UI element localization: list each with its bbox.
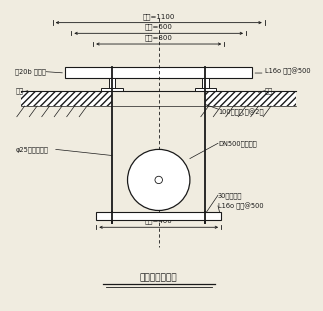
Bar: [65, 67, 252, 78]
Text: DN500毫米钢管: DN500毫米钢管: [218, 140, 256, 146]
Bar: [109, 78, 115, 88]
Bar: [22, 91, 112, 106]
Circle shape: [155, 176, 162, 183]
Circle shape: [128, 149, 190, 211]
Bar: [194, 88, 216, 91]
Text: L16o 角钢@500: L16o 角钢@500: [218, 202, 264, 210]
Text: 悬吊保护措施图: 悬吊保护措施图: [140, 273, 178, 282]
Text: L16o 角钢@500: L16o 角钢@500: [265, 68, 310, 75]
Text: 三20b 工字钢: 三20b 工字钢: [15, 68, 46, 75]
Text: 管径=1100: 管径=1100: [142, 13, 175, 20]
Text: 地面: 地面: [15, 87, 23, 94]
Bar: [202, 78, 209, 88]
Text: 100木方垫,每@2块: 100木方垫,每@2块: [218, 109, 264, 116]
Text: 管径=400: 管径=400: [145, 218, 172, 224]
Text: 管径=600: 管径=600: [145, 24, 173, 30]
Text: 30三木垫块: 30三木垫块: [218, 192, 242, 198]
Bar: [22, 91, 112, 106]
Bar: [96, 212, 221, 220]
Text: 地面: 地面: [265, 87, 273, 94]
Bar: [101, 88, 123, 91]
Bar: [205, 91, 296, 106]
Bar: [205, 91, 296, 106]
Text: φ25精轧螺纹钢: φ25精轧螺纹钢: [15, 146, 48, 153]
Text: 管径=800: 管径=800: [145, 34, 173, 41]
